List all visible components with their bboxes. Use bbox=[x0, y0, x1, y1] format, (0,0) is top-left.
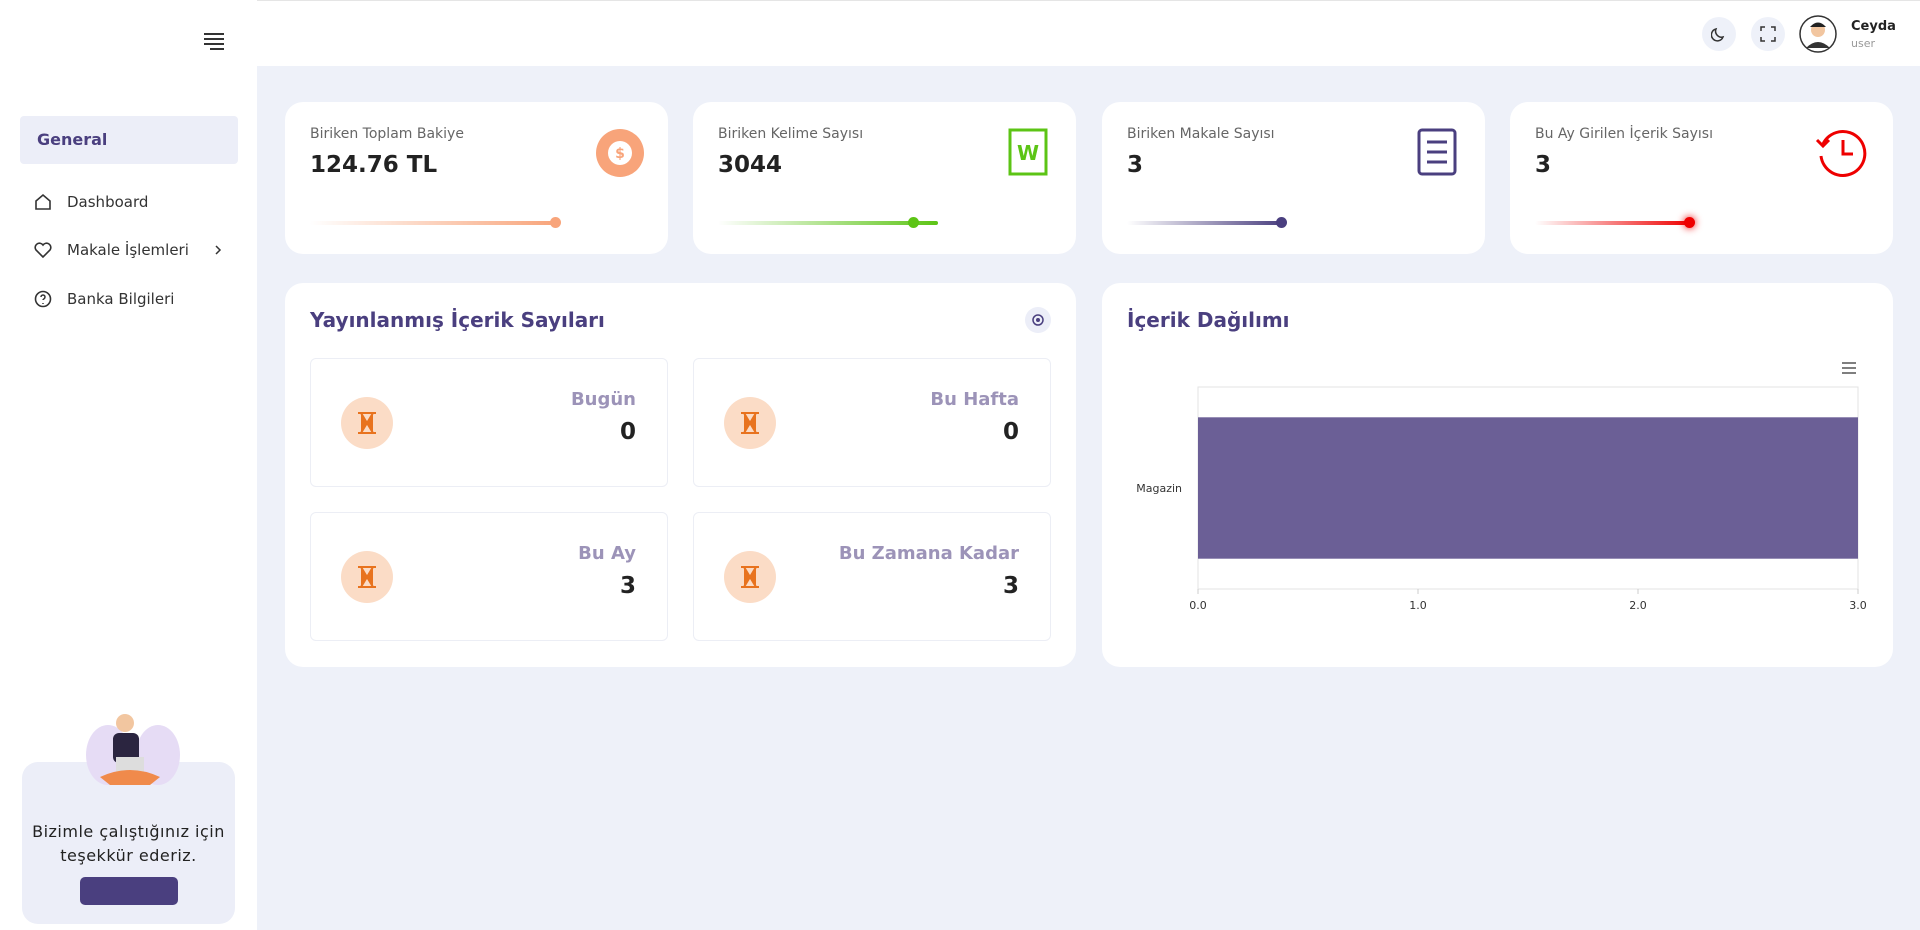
panel-title: Yayınlanmış İçerik Sayıları bbox=[310, 308, 605, 332]
x-tick-label: 3.0 bbox=[1849, 599, 1867, 612]
stat-label: Biriken Makale Sayısı bbox=[1127, 126, 1275, 142]
stat-icon: W bbox=[1008, 128, 1048, 176]
svg-text:W: W bbox=[1017, 141, 1039, 165]
svg-text:$: $ bbox=[615, 146, 625, 162]
count-value: 3 bbox=[619, 573, 636, 599]
stat-value: 3044 bbox=[718, 152, 783, 178]
menu-item[interactable]: Dashboard bbox=[67, 193, 149, 211]
count-card: Bu Zamana Kadar 3 bbox=[693, 512, 1051, 641]
sidebar: General Dashboard Makale İşlemleri Banka… bbox=[0, 0, 257, 930]
user-role: user bbox=[1851, 37, 1875, 50]
header: Ceyda user bbox=[257, 0, 1920, 66]
count-label: Bugün bbox=[570, 389, 636, 410]
x-tick-label: 1.0 bbox=[1409, 599, 1427, 612]
stat-icon bbox=[1417, 128, 1457, 176]
hourglass-icon bbox=[724, 551, 776, 603]
progress bbox=[310, 221, 557, 225]
menu-item[interactable]: Makale İşlemleri bbox=[67, 241, 189, 259]
count-value: 0 bbox=[1002, 419, 1019, 445]
fullscreen-button[interactable] bbox=[1751, 17, 1785, 51]
settings-button[interactable] bbox=[1025, 307, 1051, 333]
progress bbox=[718, 221, 938, 225]
count-value: 0 bbox=[619, 419, 636, 445]
progress-dot bbox=[908, 217, 919, 228]
hourglass-icon bbox=[341, 397, 393, 449]
progress-dot bbox=[1684, 217, 1695, 228]
menu-item[interactable]: Banka Bilgileri bbox=[67, 290, 175, 308]
promo-box: Bizimle çalıştığınız için teşekkür ederi… bbox=[22, 762, 235, 924]
panel-title: İçerik Dağılımı bbox=[1127, 308, 1290, 332]
stat-icon: $ bbox=[596, 129, 644, 177]
progress-dot bbox=[1276, 217, 1287, 228]
count-label: Bu Hafta bbox=[930, 389, 1019, 410]
icon bbox=[35, 193, 51, 210]
hourglass-icon bbox=[341, 551, 393, 603]
stat-value: 124.76 TL bbox=[310, 152, 438, 178]
stat-label: Biriken Kelime Sayısı bbox=[718, 126, 864, 142]
x-tick-label: 2.0 bbox=[1629, 599, 1647, 612]
icon bbox=[34, 290, 52, 308]
stat-value: 3 bbox=[1127, 152, 1144, 178]
stat-card: Biriken Makale Sayısı 3 bbox=[1102, 102, 1485, 254]
distribution-panel: İçerik Dağılımı 0.0 1.0 2.0 3.0 Magazin bbox=[1102, 283, 1893, 667]
count-card: Bu Hafta 0 bbox=[693, 358, 1051, 487]
stat-value: 3 bbox=[1535, 152, 1552, 178]
stat-label: Biriken Toplam Bakiye bbox=[310, 126, 464, 142]
stat-label: Bu Ay Girilen İçerik Sayısı bbox=[1535, 126, 1713, 142]
progress bbox=[1535, 221, 1690, 225]
progress-dot bbox=[550, 217, 561, 228]
promo-button[interactable] bbox=[80, 877, 178, 905]
count-value: 3 bbox=[1002, 573, 1019, 599]
hamburger[interactable] bbox=[202, 32, 226, 50]
section-box: General bbox=[20, 116, 238, 164]
count-card: Bu Ay 3 bbox=[310, 512, 668, 641]
chart-menu[interactable] bbox=[1842, 362, 1856, 374]
stat-card: Bu Ay Girilen İçerik Sayısı 3 bbox=[1510, 102, 1893, 254]
hourglass-icon bbox=[724, 397, 776, 449]
x-tick-label: 0.0 bbox=[1189, 599, 1207, 612]
published-panel: Yayınlanmış İçerik Sayıları Bugün 0 Bu Haf… bbox=[285, 283, 1076, 667]
icon bbox=[34, 242, 52, 259]
y-tick-label: Magazin bbox=[1136, 482, 1182, 495]
illustration bbox=[86, 714, 180, 785]
chart: 0.0 1.0 2.0 3.0 Magazin bbox=[1136, 362, 1867, 612]
stat-icon bbox=[1815, 130, 1867, 177]
stat-card: Biriken Toplam Bakiye 124.76 TL $ bbox=[285, 102, 668, 254]
count-label: Bu Zamana Kadar bbox=[838, 543, 1019, 564]
count-card: Bugün 0 bbox=[310, 358, 668, 487]
chevron bbox=[215, 245, 222, 255]
promo-text: Bizimle çalıştığınız için teşekkür ederi… bbox=[32, 822, 225, 865]
dark-mode-button[interactable] bbox=[1702, 17, 1736, 51]
count-label: Bu Ay bbox=[578, 543, 636, 564]
avatar[interactable] bbox=[1799, 15, 1837, 53]
section-title: General bbox=[37, 130, 108, 149]
user-name: Ceyda bbox=[1851, 19, 1896, 34]
progress bbox=[1127, 221, 1283, 225]
stat-card: Biriken Kelime Sayısı 3044 W bbox=[693, 102, 1076, 254]
bar bbox=[1198, 417, 1858, 559]
